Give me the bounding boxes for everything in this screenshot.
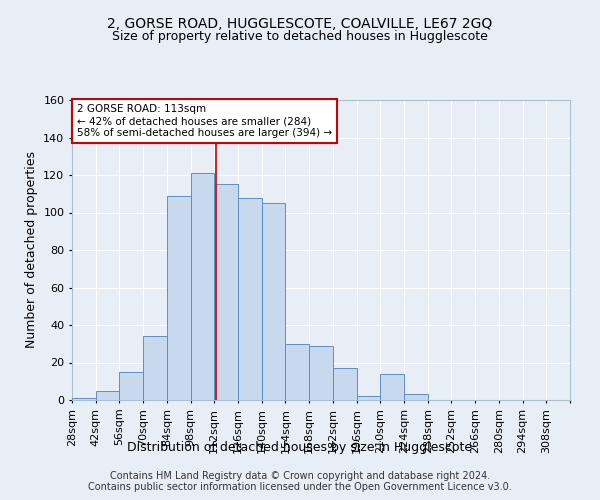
Text: Distribution of detached houses by size in Hugglescote: Distribution of detached houses by size … [127,441,473,454]
Bar [191,173,214,400]
Bar [333,368,356,400]
Bar [380,374,404,400]
Bar [309,346,333,400]
Text: Size of property relative to detached houses in Hugglescote: Size of property relative to detached ho… [112,30,488,43]
Bar [404,394,428,400]
Bar [214,184,238,400]
Bar [286,344,309,400]
Bar [96,390,119,400]
Text: Contains HM Land Registry data © Crown copyright and database right 2024.: Contains HM Land Registry data © Crown c… [110,471,490,481]
Bar [238,198,262,400]
Text: 2 GORSE ROAD: 113sqm
← 42% of detached houses are smaller (284)
58% of semi-deta: 2 GORSE ROAD: 113sqm ← 42% of detached h… [77,104,332,138]
Bar [143,336,167,400]
Text: Contains public sector information licensed under the Open Government Licence v3: Contains public sector information licen… [88,482,512,492]
Y-axis label: Number of detached properties: Number of detached properties [25,152,38,348]
Bar [356,396,380,400]
Bar [167,196,191,400]
Text: 2, GORSE ROAD, HUGGLESCOTE, COALVILLE, LE67 2GQ: 2, GORSE ROAD, HUGGLESCOTE, COALVILLE, L… [107,18,493,32]
Bar [262,203,286,400]
Bar [72,398,96,400]
Bar [119,372,143,400]
